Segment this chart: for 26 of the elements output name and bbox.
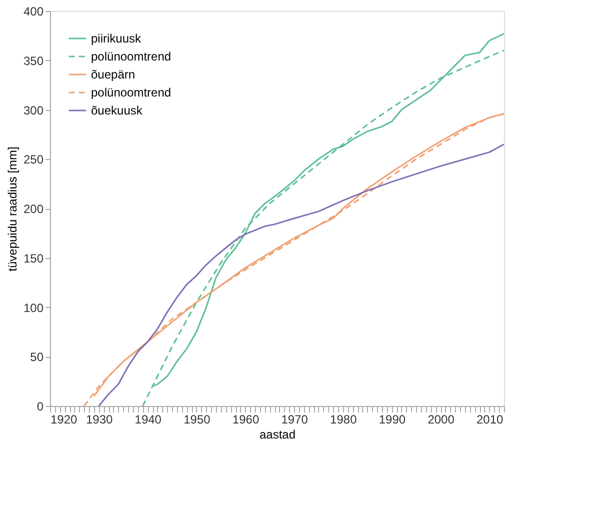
x-tick-label: 1930 xyxy=(86,412,113,426)
legend-label: õuepärn xyxy=(91,68,136,82)
x-tick-label: 2000 xyxy=(428,412,455,426)
y-axis-title: tüvepuidu raadius [mm] xyxy=(5,146,20,272)
legend-label: polünoomtrend xyxy=(91,50,172,64)
x-axis-title: aastad xyxy=(259,428,296,442)
y-tick-label: 0 xyxy=(36,400,44,414)
y-tick-label: 100 xyxy=(23,300,44,315)
x-tick-label: 1980 xyxy=(330,412,358,426)
y-tick-label: 250 xyxy=(23,152,44,167)
legend-label: õuekuusk xyxy=(91,104,144,118)
x-tick-label: 1990 xyxy=(378,412,406,426)
y-tick-label: 300 xyxy=(23,103,44,118)
x-tick-label: 1950 xyxy=(184,412,211,426)
y-tick-label: 50 xyxy=(30,350,44,364)
y-tick-label: 400 xyxy=(23,4,44,18)
y-tick-label: 350 xyxy=(23,54,44,68)
y-tick-label: 150 xyxy=(23,251,44,266)
x-tick-label: 1920 xyxy=(50,412,78,426)
x-tick-label: 2010 xyxy=(476,412,504,426)
x-tick-label: 1960 xyxy=(232,412,260,426)
y-tick-label: 200 xyxy=(23,202,44,216)
legend-label: piirikuusk xyxy=(91,32,142,46)
legend-label: polünoomtrend xyxy=(91,86,172,100)
x-tick-label: 1940 xyxy=(134,412,162,426)
x-tick-label: 1970 xyxy=(281,412,308,426)
